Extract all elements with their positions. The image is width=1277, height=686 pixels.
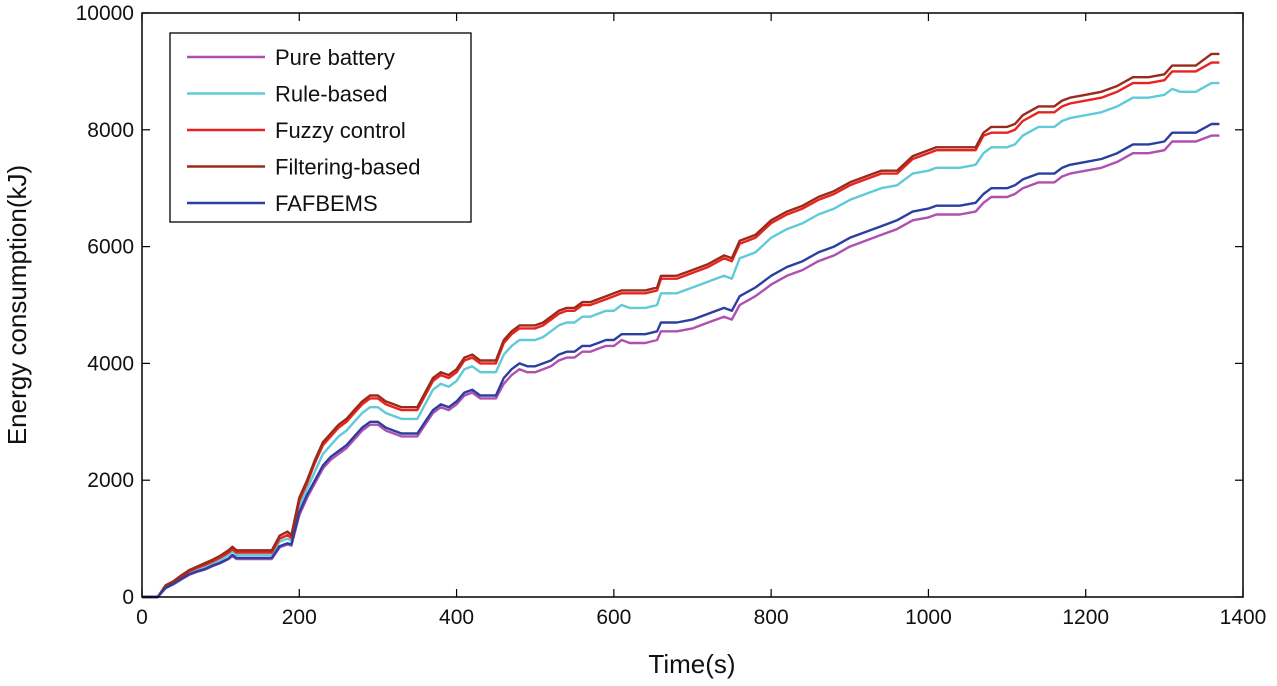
y-tick-label: 4000 <box>87 352 134 375</box>
legend-label-fuzzy-control: Fuzzy control <box>275 118 406 143</box>
legend-box <box>169 32 472 223</box>
x-axis-title: Time(s) <box>648 649 735 679</box>
y-tick-label: 10000 <box>76 2 134 25</box>
legend: Pure battery Rule-based Fuzzy control Filte… <box>169 32 472 223</box>
y-tick-label: 2000 <box>87 469 134 492</box>
x-tick-label: 200 <box>282 606 317 629</box>
axis-ticks: 0 200 400 600 800 1000 1200 1400 0 2000 4000 6000 80… <box>76 2 1267 629</box>
y-tick-label: 6000 <box>87 236 134 259</box>
x-tick-label: 1200 <box>1062 606 1109 629</box>
x-tick-label: 600 <box>596 606 631 629</box>
legend-label-filtering-based: Filtering-based <box>275 155 421 180</box>
x-tick-label: 400 <box>439 606 474 629</box>
y-axis-title: Energy consumption(kJ) <box>2 165 32 445</box>
series-line-filtering-based <box>142 52 1220 599</box>
plot-frame <box>141 12 1244 598</box>
series-line-fuzzy-control <box>142 61 1220 599</box>
x-tick-label: 1400 <box>1220 606 1267 629</box>
series-layer <box>142 52 1220 599</box>
legend-label-pure-battery: Pure battery <box>275 45 395 70</box>
y-tick-label: 8000 <box>87 119 134 142</box>
series-line-rule-based <box>142 81 1220 599</box>
y-tick-label: 0 <box>122 586 134 609</box>
x-tick-label: 1000 <box>905 606 952 629</box>
series-line-fafbems <box>142 122 1220 599</box>
x-tick-label: 0 <box>136 606 148 629</box>
x-tick-label: 800 <box>754 606 789 629</box>
legend-label-fafbems: FAFBEMS <box>275 191 378 216</box>
legend-label-rule-based: Rule-based <box>275 82 388 107</box>
